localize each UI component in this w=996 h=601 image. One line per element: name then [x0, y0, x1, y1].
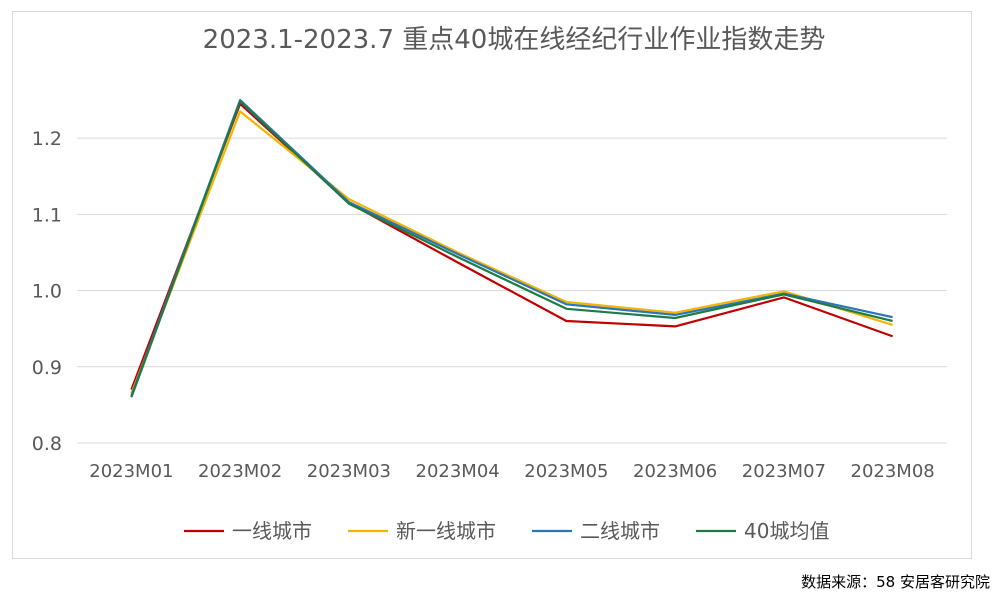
- legend-item: 二线城市: [532, 519, 660, 543]
- x-tick-label: 2023M03: [307, 461, 391, 482]
- series-line-3: [130, 100, 893, 398]
- y-tick-label: 0.8: [32, 433, 62, 455]
- x-tick-label: 2023M05: [524, 461, 608, 482]
- legend-item: 新一线城市: [348, 519, 496, 543]
- source-note: 数据来源：58 安居客研究院: [801, 573, 990, 591]
- x-tick-label: 2023M06: [633, 461, 717, 482]
- series-line-2: [130, 98, 893, 397]
- legend-label: 二线城市: [580, 519, 660, 543]
- series-line-1: [130, 110, 893, 394]
- y-tick-label: 1.2: [32, 128, 62, 150]
- x-tick-label: 2023M04: [416, 461, 500, 482]
- x-tick-label: 2023M01: [89, 461, 173, 482]
- x-tick-label: 2023M02: [198, 461, 282, 482]
- x-axis: 2023M01 2023M02 2023M03 2023M04 2023M05 2023M…: [89, 461, 935, 482]
- x-tick-label: 2023M08: [851, 461, 935, 482]
- legend: 一线城市 新一线城市 二线城市 40城均值: [184, 519, 829, 543]
- legend-item: 一线城市: [184, 519, 312, 543]
- chart-title: 2023.1-2023.7 重点40城在线经纪行业作业指数走势: [203, 25, 826, 55]
- y-tick-label: 0.9: [32, 357, 62, 379]
- legend-label: 40城均值: [744, 519, 829, 543]
- y-axis: 0.8 0.9 1.0 1.1 1.2: [32, 128, 62, 455]
- y-tick-label: 1.0: [32, 281, 62, 303]
- series-line-0: [130, 102, 893, 390]
- legend-item: 40城均值: [696, 519, 829, 543]
- legend-label: 一线城市: [232, 519, 312, 543]
- gridlines: [77, 137, 947, 444]
- y-tick-label: 1.1: [32, 204, 62, 226]
- legend-label: 新一线城市: [396, 519, 496, 543]
- x-tick-label: 2023M07: [742, 461, 826, 482]
- series-lines: [130, 98, 893, 398]
